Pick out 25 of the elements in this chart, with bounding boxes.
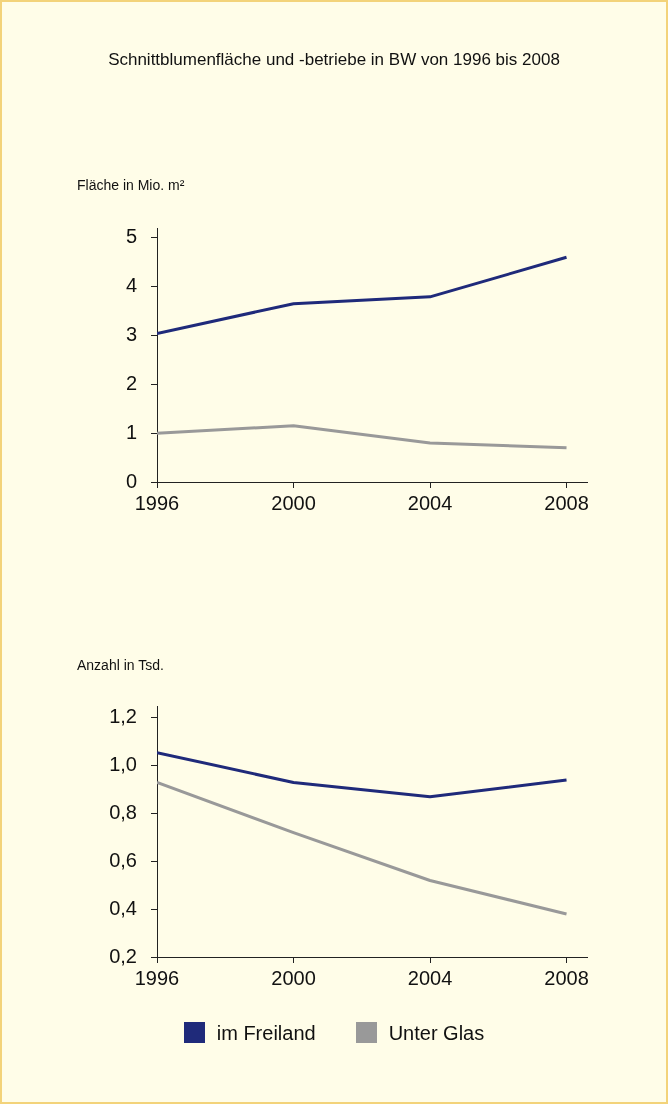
x-tick-label: 2008 [544,966,589,989]
y-tick-label: 1,0 [109,753,137,776]
y-tick-label: 2 [125,371,137,394]
y-axis-title: Fläche in Mio. m² [77,177,185,193]
x-tick-label: 2000 [271,491,316,514]
x-tick-label: 2004 [407,491,453,514]
legend-label: Unter Glas [388,1022,485,1044]
y-tick-label: 5 [125,225,137,248]
x-tick-label: 2008 [544,491,589,514]
x-tick-label: 1996 [134,966,180,989]
x-tick-label: 2004 [407,966,453,989]
y-tick-label: 0,8 [109,801,137,824]
y-tick-label: 4 [125,274,137,297]
y-tick-label: 0,2 [109,944,137,967]
x-tick-label: 1996 [134,491,180,514]
legend-label: im Freiland [216,1022,316,1044]
y-axis-title: Anzahl in Tsd. [77,657,164,673]
y-tick-label: 3 [125,322,137,345]
chart-title: Schnittblumenfläche und -betriebe in BW von 1996 bis 2008 [107,50,561,70]
y-tick-label: 1 [125,420,137,443]
y-tick-label: 0,4 [109,896,137,919]
y-tick-label: 0,6 [109,848,137,871]
y-tick-label: 0 [125,469,137,492]
y-tick-label: 1,2 [109,705,137,728]
x-tick-label: 2000 [271,966,316,989]
